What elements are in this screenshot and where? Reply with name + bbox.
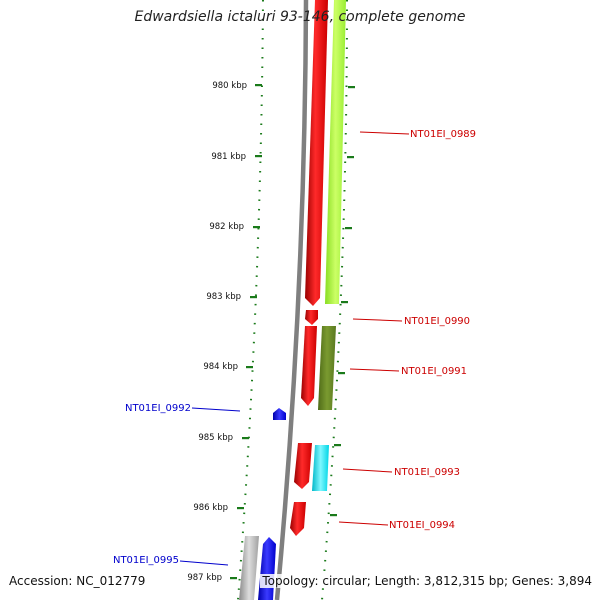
tick-label: 986 kbp bbox=[193, 503, 228, 513]
tick-label: 981 kbp bbox=[211, 152, 246, 162]
map-title: Edwardsiella ictaluri 93-146, complete g… bbox=[134, 9, 466, 25]
olive-feature bbox=[318, 326, 336, 410]
tick-label: 983 kbp bbox=[206, 292, 241, 302]
red-cds-mid bbox=[301, 326, 317, 406]
red-cds-993 bbox=[294, 443, 312, 489]
gene-label-nt01ei-0992[interactable]: NT01EI_0992 bbox=[125, 403, 191, 414]
genome-summary-text: Topology: circular; Length: 3,812,315 bp… bbox=[260, 574, 594, 588]
leader-lines bbox=[179, 131, 410, 566]
lime-feature bbox=[325, 0, 346, 304]
gene-label-nt01ei-0994[interactable]: NT01EI_0994 bbox=[389, 520, 455, 531]
red-cds-large bbox=[305, 0, 328, 306]
gene-label-nt01ei-0989[interactable]: NT01EI_0989 bbox=[410, 129, 476, 140]
blue-cds-small bbox=[273, 408, 286, 420]
tick-label: 982 kbp bbox=[209, 222, 244, 232]
tick-label: 987 kbp bbox=[187, 573, 222, 583]
gray-feature bbox=[239, 536, 259, 600]
cyan-feature bbox=[312, 445, 329, 491]
blue-cds-large bbox=[258, 537, 276, 600]
tick-label: 985 kbp bbox=[198, 433, 233, 443]
accession-text: Accession: NC_012779 bbox=[7, 574, 148, 588]
red-cds-994 bbox=[290, 502, 306, 536]
gene-label-nt01ei-0991[interactable]: NT01EI_0991 bbox=[401, 366, 467, 377]
gene-label-nt01ei-0995[interactable]: NT01EI_0995 bbox=[113, 555, 179, 566]
tick-label: 980 kbp bbox=[212, 81, 247, 91]
gene-label-nt01ei-0990[interactable]: NT01EI_0990 bbox=[404, 316, 470, 327]
red-cds-small bbox=[305, 310, 318, 325]
tick-label: 984 kbp bbox=[203, 362, 238, 372]
gene-label-nt01ei-0993[interactable]: NT01EI_0993 bbox=[394, 467, 460, 478]
tick-marks bbox=[230, 84, 355, 580]
backbone-line bbox=[274, 0, 309, 600]
